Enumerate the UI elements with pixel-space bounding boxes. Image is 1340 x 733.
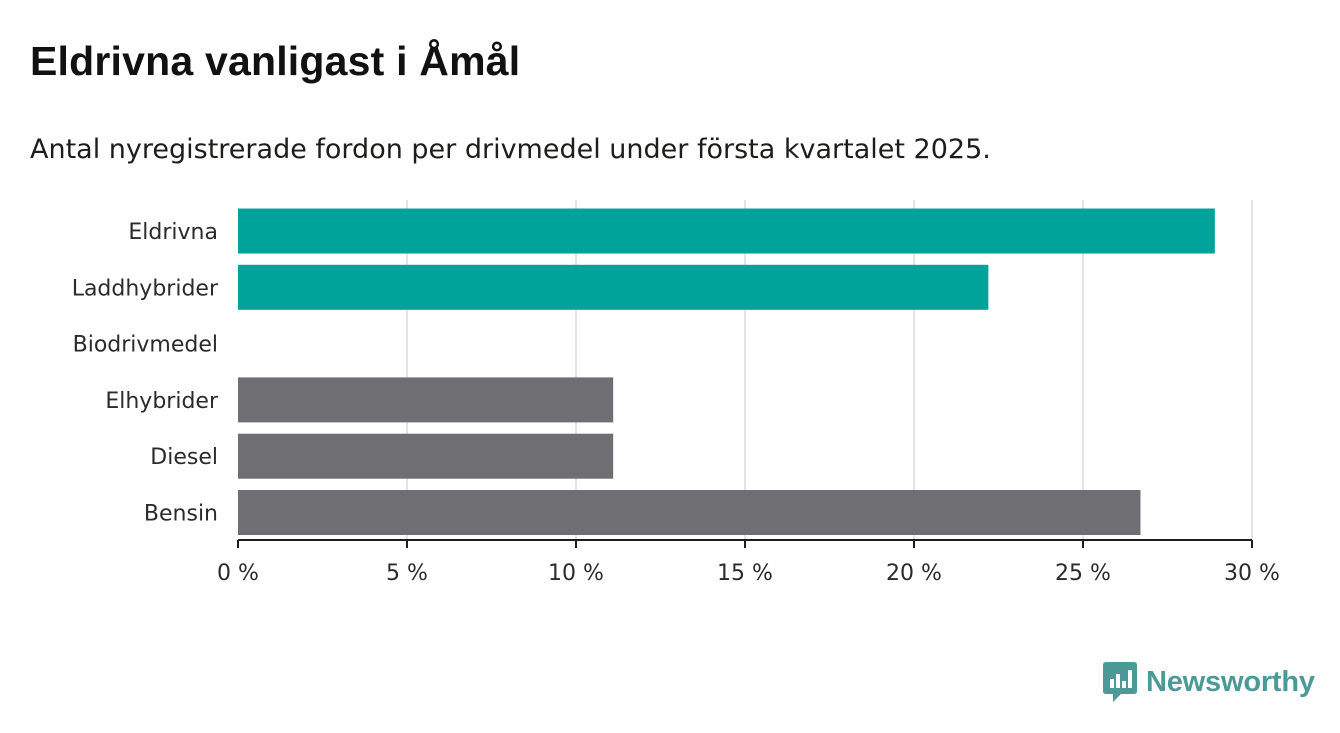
x-tick-label: 5 % bbox=[386, 561, 428, 586]
bar-diesel bbox=[238, 433, 614, 479]
gridlines bbox=[406, 200, 1253, 540]
category-label: Laddhybrider bbox=[72, 276, 219, 301]
newsworthy-logo-icon bbox=[1103, 662, 1137, 702]
category-label: Bensin bbox=[144, 502, 218, 527]
x-tick-label: 25 % bbox=[1055, 561, 1111, 586]
bar-bensin bbox=[238, 490, 1141, 535]
category-labels: Eldrivna Laddhybrider Biodrivmedel Elhybrid… bbox=[72, 220, 219, 527]
category-label: Elhybrider bbox=[105, 389, 219, 414]
newsworthy-logo: Newsworthy bbox=[1103, 662, 1315, 702]
category-label: Diesel bbox=[150, 445, 218, 470]
chart-subtitle: Antal nyregistrerade fordon per drivmede… bbox=[30, 134, 991, 165]
x-tick-label: 10 % bbox=[548, 561, 604, 586]
x-tick-label: 0 % bbox=[217, 561, 259, 586]
brand-name: Newsworthy bbox=[1146, 666, 1315, 698]
bar-laddhybrider bbox=[238, 264, 989, 310]
bar-elhybrider bbox=[238, 377, 614, 423]
category-label: Biodrivmedel bbox=[73, 333, 218, 358]
x-axis: 0 % 5 % 10 % 15 % 20 % 25 % 30 % bbox=[217, 539, 1280, 586]
bars bbox=[238, 208, 1215, 535]
x-tick-label: 20 % bbox=[886, 561, 942, 586]
category-label: Eldrivna bbox=[128, 220, 218, 245]
x-tick-label: 15 % bbox=[717, 561, 773, 586]
chart-title: Eldrivna vanligast i Åmål bbox=[30, 38, 521, 84]
bar-eldrivna bbox=[238, 208, 1215, 254]
x-tick-label: 30 % bbox=[1224, 561, 1280, 586]
